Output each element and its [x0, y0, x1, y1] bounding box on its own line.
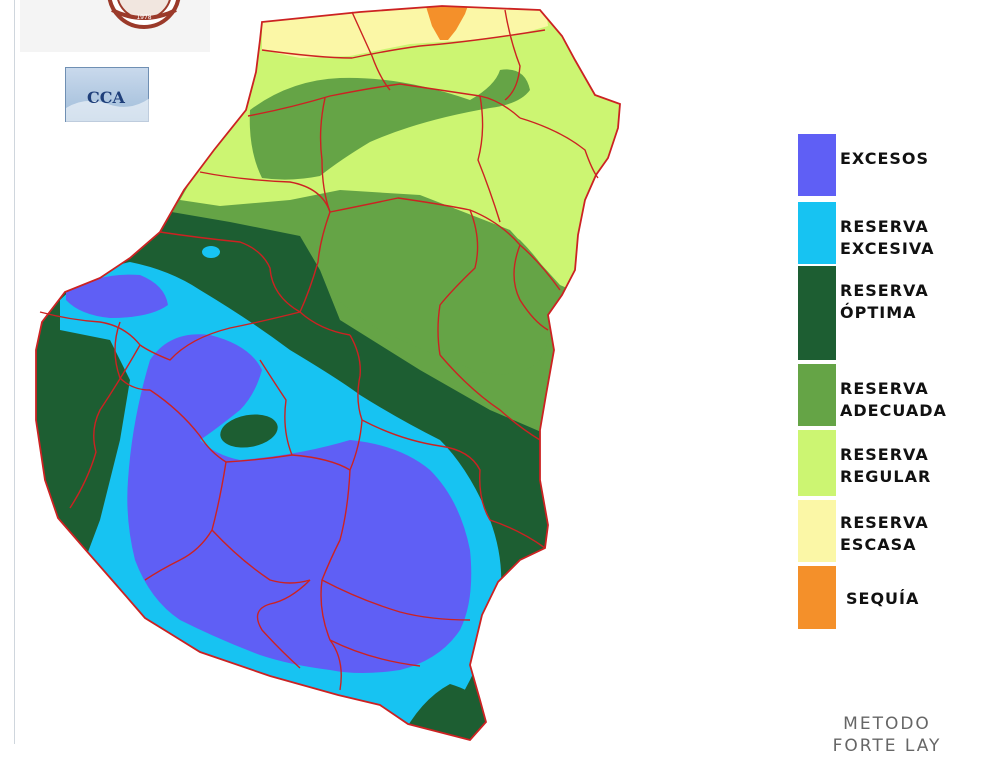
legend-label-excesos: EXCESOS — [840, 149, 930, 168]
legend-label-reserva-regular: RESERVA REGULAR — [840, 445, 932, 486]
lake-dot — [202, 246, 220, 258]
zone-reserva-optima-island — [220, 414, 278, 448]
legend-swatch-reserva-excesiva — [798, 202, 836, 264]
zone-reserva-adecuada-north — [249, 69, 530, 180]
seal-year: 1978 — [136, 14, 151, 21]
legend-label-reserva-optima: RESERVA ÓPTIMA — [840, 281, 929, 322]
cca-logo-text: CCA — [87, 88, 125, 107]
soil-water-map — [35, 5, 621, 741]
zone-excesos-northwest — [66, 274, 168, 318]
cca-logo: CCA — [65, 67, 150, 123]
legend-swatch-reserva-escasa — [798, 500, 836, 562]
legend-swatch-reserva-optima — [798, 266, 836, 360]
page-left-rule — [14, 0, 15, 744]
zone-sequia — [424, 6, 470, 40]
legend-label-reserva-adecuada: RESERVA ADECUADA — [840, 379, 947, 420]
legend-swatch-reserva-regular — [798, 430, 836, 496]
legend-swatch-sequia — [798, 566, 836, 629]
method-label: METODO FORTE LAY — [832, 714, 942, 756]
zone-reserva-adecuada-center — [300, 202, 560, 375]
legend-label-sequia: SEQUÍA — [846, 589, 920, 608]
legend-label-reserva-escasa: RESERVA ESCASA — [840, 513, 929, 554]
legend-swatch-reserva-adecuada — [798, 364, 836, 426]
department-boundaries — [39, 9, 599, 691]
zone-excesos-south — [127, 334, 472, 673]
seal-logo: 1978 — [20, 0, 210, 52]
legend-swatch-excesos — [798, 134, 836, 196]
legend-label-reserva-excesiva: RESERVA EXCESIVA — [840, 217, 935, 258]
legend: EXCESOS RESERVA EXCESIVA RESERVA ÓPTIMA … — [796, 134, 986, 634]
